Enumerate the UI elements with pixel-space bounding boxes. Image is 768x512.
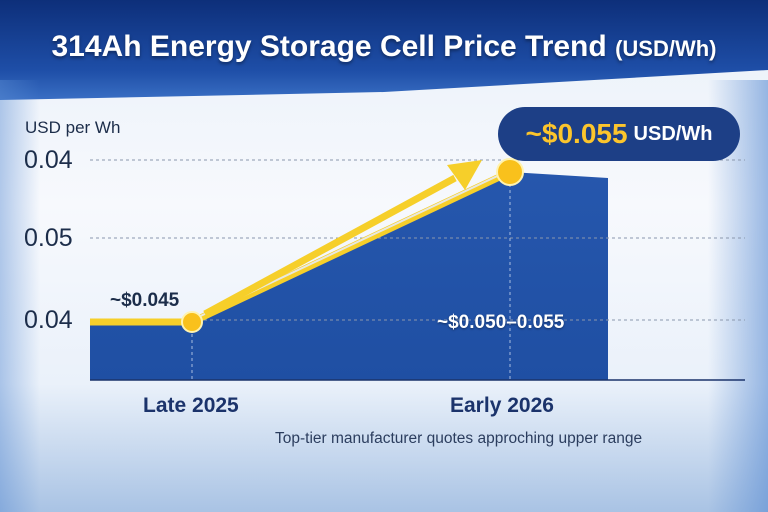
y-tick-label: 0.04 [24, 306, 73, 334]
chart-title: 314Ah Energy Storage Cell Price Trend (U… [0, 30, 768, 64]
y-tick-label: 0.04 [24, 146, 73, 174]
y-tick-label: 0.05 [24, 224, 73, 252]
y-axis-label: USD per Wh [25, 118, 121, 137]
data-point [181, 311, 203, 333]
trend-arrow [203, 174, 457, 318]
data-label: ~$0.050–0.055 [437, 312, 565, 333]
callout-value: ~$0.055 [525, 118, 628, 149]
annotation: Top-tier manufacturer quotes approching … [275, 430, 643, 447]
callout-unit: USD/Wh [633, 122, 713, 145]
trend-arrow-head [447, 160, 482, 190]
x-category-label: Early 2026 [450, 394, 554, 417]
title-unit: (USD/Wh) [615, 36, 717, 61]
background-glow [0, 80, 40, 512]
x-category-label: Late 2025 [143, 394, 239, 417]
area-fill [90, 172, 608, 380]
data-label: ~$0.045 [110, 290, 180, 311]
title-text: 314Ah Energy Storage Cell Price Trend [51, 30, 607, 63]
data-point [496, 158, 524, 186]
value-callout: ~$0.055 USD/Wh [498, 107, 740, 161]
